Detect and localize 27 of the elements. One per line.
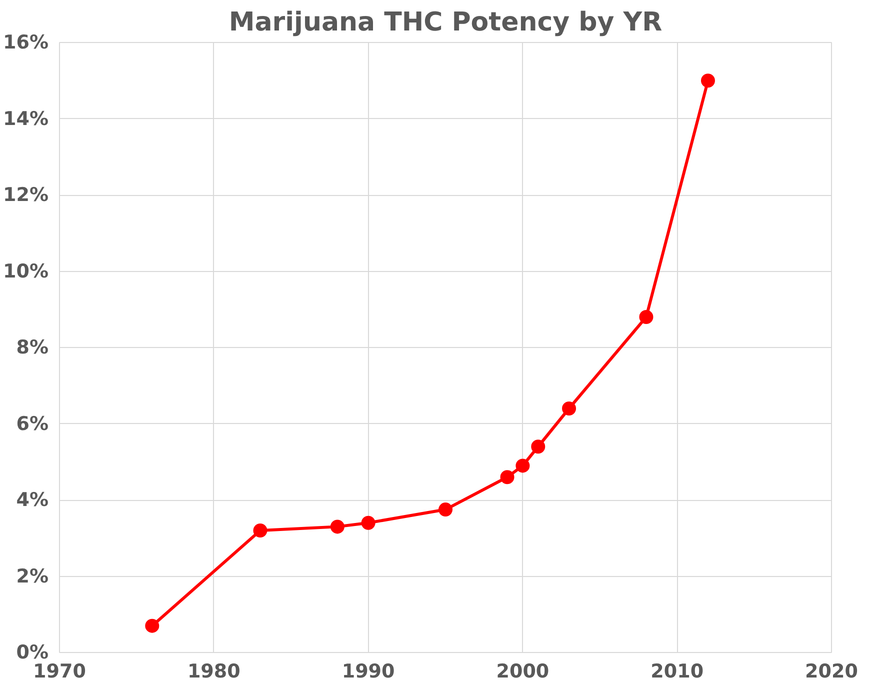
point <box>562 402 576 416</box>
point <box>330 520 344 534</box>
point <box>500 470 514 484</box>
point <box>700 74 715 88</box>
y-tick-label: 14% <box>3 108 49 130</box>
point <box>531 440 546 454</box>
y-tick-label: 2% <box>16 565 49 588</box>
y-tick-label: 0% <box>16 642 49 664</box>
y-tick-label: 10% <box>3 260 49 282</box>
x-tick-label: 1990 <box>342 660 395 682</box>
point <box>639 310 654 324</box>
y-tick-label: 16% <box>3 32 49 54</box>
x-tick-label: 2020 <box>805 660 858 682</box>
point <box>516 458 530 473</box>
y-tick-label: 8% <box>16 336 49 358</box>
x-tick-label: 1980 <box>187 660 240 682</box>
point <box>361 516 376 530</box>
y-tick-label: 12% <box>3 184 49 206</box>
y-tick-label: 6% <box>16 412 49 435</box>
point <box>438 502 452 517</box>
x-tick-label: 1970 <box>33 660 86 682</box>
chart-title: Marijuana THC Potency by YR <box>228 8 662 38</box>
point <box>145 618 160 633</box>
y-tick-label: 4% <box>16 489 49 511</box>
point <box>253 524 268 538</box>
x-tick-label: 2000 <box>496 660 550 682</box>
x-tick-label: 2010 <box>650 660 704 682</box>
